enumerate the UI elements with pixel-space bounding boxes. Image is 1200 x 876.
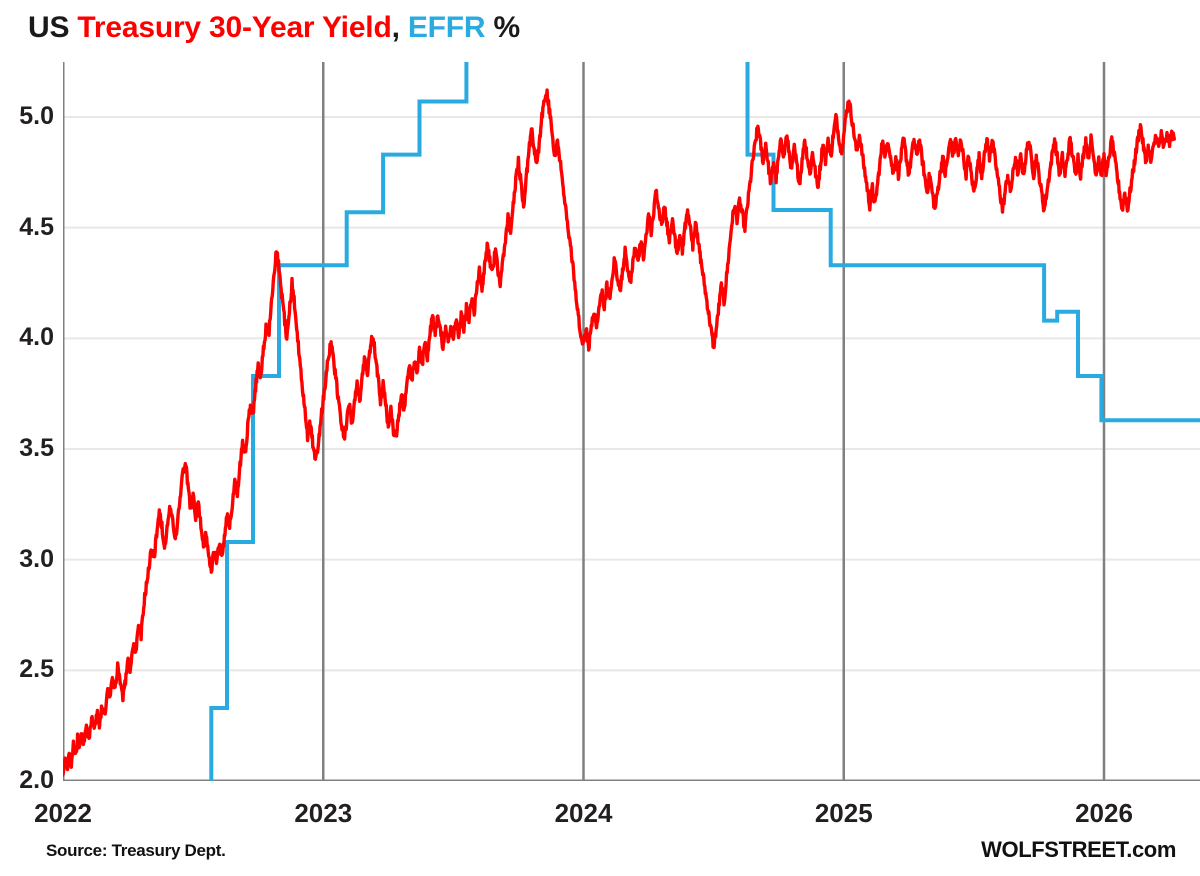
effr-series-line (209, 62, 1200, 781)
y-axis-label-2.0: 2.0 (19, 766, 54, 794)
treasury-series-line (63, 88, 1176, 777)
y-axis-label-5.0: 5.0 (19, 102, 54, 130)
x-axis-label-2025: 2025 (814, 798, 873, 828)
axis-group (63, 62, 1200, 781)
gridlines-group (63, 116, 1200, 672)
chart-plot-area (63, 62, 1200, 781)
year-lines-group (322, 62, 1106, 781)
title-part-effr: EFFR (407, 11, 486, 44)
x-axis-label-2026: 2026 (1075, 798, 1133, 828)
x-axis-label-2022: 2022 (34, 798, 92, 828)
page-title: US Treasury 30-Year Yield, EFFR % (28, 8, 520, 48)
chart-svg (63, 62, 1200, 781)
y-axis-label-3.5: 3.5 (19, 434, 54, 462)
y-axis-label-3.0: 3.0 (19, 544, 54, 573)
title-part-percent: % (485, 11, 521, 44)
wolfstreet-brand: WOLFSTREET.com (981, 837, 1176, 862)
x-axis-label-2023: 2023 (294, 798, 353, 828)
y-axis-label-4.5: 4.5 (19, 212, 54, 241)
x-axis-label-2024: 2024 (554, 798, 613, 828)
source-attribution: Source: Treasury Dept. (46, 841, 226, 860)
title-part-comma: , (391, 11, 408, 44)
y-axis-label-2.5: 2.5 (19, 655, 54, 684)
title-part-us: US (28, 11, 78, 44)
title-part-treasury: Treasury 30-Year Yield (77, 11, 392, 44)
y-axis-label-4.0: 4.0 (19, 323, 54, 352)
